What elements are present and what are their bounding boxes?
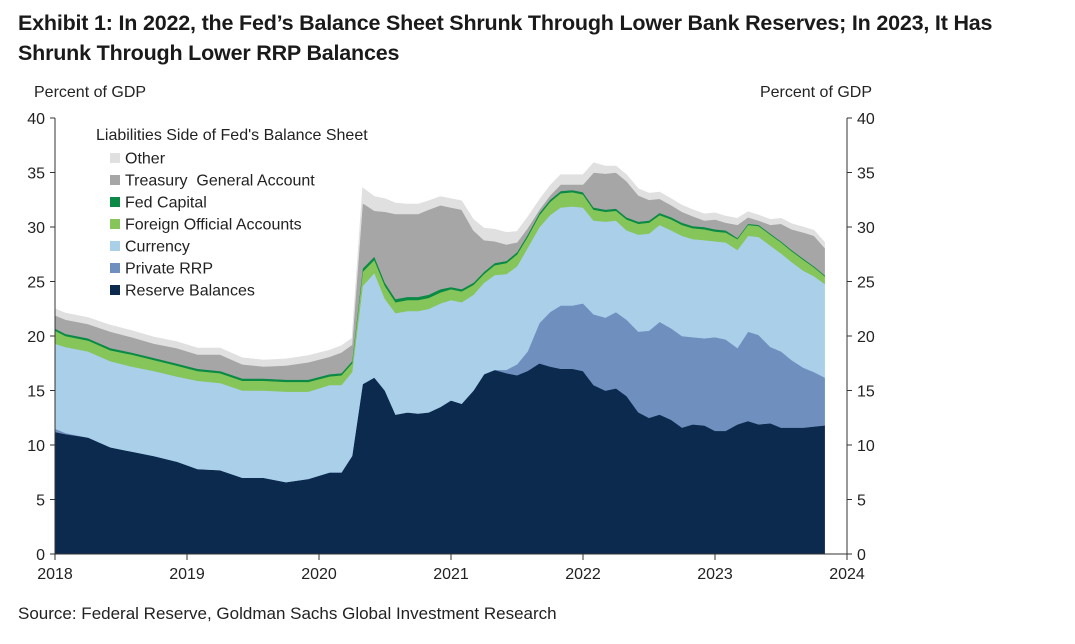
legend-item-label: Fed Capital (125, 195, 207, 212)
left-y-tick-label: 20 (27, 329, 45, 346)
right-y-tick-label: 30 (857, 220, 875, 237)
right-y-tick-label: 10 (857, 438, 875, 455)
legend-swatch (110, 263, 120, 273)
x-tick-label: 2021 (433, 566, 469, 583)
right-y-tick-label: 5 (857, 493, 866, 510)
legend-title: Liabilities Side of Fed's Balance Sheet (96, 127, 368, 144)
legend-swatch (110, 197, 120, 207)
left-y-tick-label: 10 (27, 438, 45, 455)
left-y-tick-label: 40 (27, 111, 45, 128)
chart-title: Exhibit 1: In 2022, the Fed’s Balance Sh… (18, 11, 993, 65)
x-tick-label: 2022 (565, 566, 601, 583)
legend-swatch (110, 219, 120, 229)
right-y-tick-label: 15 (857, 384, 875, 401)
area-series-other (54, 162, 825, 367)
legend-item-label: Treasury General Account (125, 173, 315, 190)
x-tick-label: 2020 (301, 566, 337, 583)
legend-item-label: Foreign Official Accounts (125, 217, 302, 234)
right-y-tick-label: 0 (857, 547, 866, 564)
right-y-tick-label: 40 (857, 111, 875, 128)
legend-item-label: Other (125, 151, 166, 168)
x-tick-label: 2019 (169, 566, 205, 583)
legend-swatch (110, 285, 120, 295)
legend-swatch (110, 153, 120, 163)
legend-item-label: Currency (125, 239, 190, 256)
right-y-tick-label: 35 (857, 166, 875, 183)
right-y-tick-label: 25 (857, 275, 875, 292)
left-y-tick-label: 35 (27, 166, 45, 183)
x-tick-label: 2018 (37, 566, 73, 583)
left-y-tick-label: 5 (36, 493, 45, 510)
legend-item-label: Private RRP (125, 261, 213, 278)
left-y-tick-label: 15 (27, 384, 45, 401)
right-y-tick-label: 20 (857, 329, 875, 346)
legend-item-label: Reserve Balances (125, 283, 255, 300)
left-y-tick-label: 30 (27, 220, 45, 237)
legend-swatch (110, 175, 120, 185)
left-y-tick-label: 0 (36, 547, 45, 564)
left-y-tick-label: 25 (27, 275, 45, 292)
x-tick-label: 2023 (697, 566, 733, 583)
source-note: Source: Federal Reserve, Goldman Sachs G… (18, 604, 557, 623)
left-axis-unit-label: Percent of GDP (34, 84, 147, 101)
right-axis-unit-label: Percent of GDP (759, 84, 872, 101)
legend-swatch (110, 241, 120, 251)
x-tick-label: 2024 (829, 566, 865, 583)
